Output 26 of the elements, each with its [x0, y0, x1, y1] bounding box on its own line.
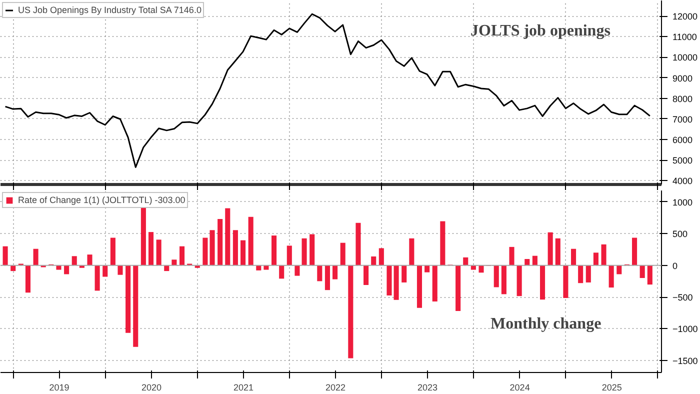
- y-tick-label: 500: [672, 229, 688, 240]
- y-tick-label: −1500: [672, 356, 698, 366]
- x-tick-label: 2020: [141, 382, 162, 392]
- x-tick-label: 2023: [418, 382, 438, 392]
- y-tick-label: 6000: [672, 134, 693, 145]
- y-tick-label: −500: [672, 292, 693, 303]
- annotation: Monthly change: [490, 316, 602, 332]
- annotation: JOLTS job openings: [470, 22, 610, 40]
- legend-label: US Job Openings By Industry Total SA 7146.0: [18, 5, 202, 15]
- y-tick-label: 0: [672, 260, 678, 271]
- y-tick-label: 10000: [672, 52, 698, 63]
- x-tick-label: 2021: [234, 382, 254, 392]
- y-tick-label: 7000: [672, 114, 693, 124]
- y-tick-label: 4000: [672, 176, 693, 186]
- x-tick-label: 2024: [510, 382, 530, 392]
- legend-label: Rate of Change 1(1) (JOLTTOTL) -303.00: [18, 195, 186, 205]
- x-tick-label: 2019: [49, 382, 70, 392]
- y-tick-label: −1000: [672, 324, 698, 334]
- y-tick-label: 12000: [672, 12, 698, 22]
- y-tick-label: 9000: [672, 73, 693, 84]
- y-tick-label: 11000: [672, 32, 697, 42]
- y-tick-label: 5000: [672, 156, 693, 166]
- y-tick-label: 1000: [672, 197, 693, 208]
- x-tick-label: 2025: [602, 382, 622, 392]
- x-tick-label: 2022: [326, 382, 346, 392]
- y-tick-label: 8000: [672, 94, 693, 104]
